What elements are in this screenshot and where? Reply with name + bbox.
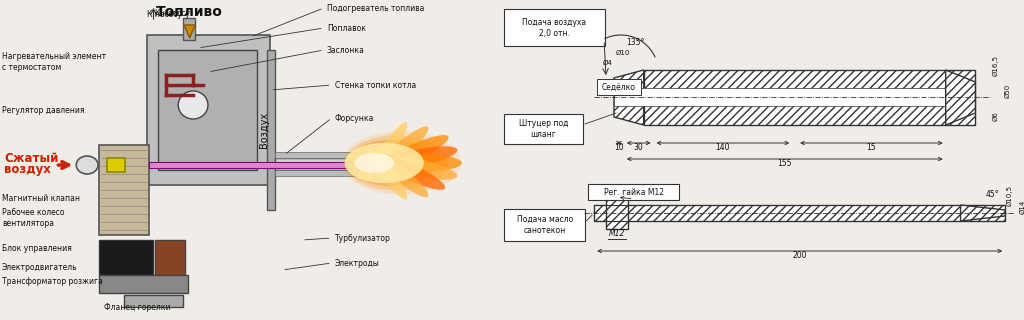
FancyBboxPatch shape bbox=[504, 114, 584, 144]
Text: Ø10: Ø10 bbox=[616, 50, 631, 56]
Text: Рег. гайка М12: Рег. гайка М12 bbox=[604, 188, 664, 196]
Text: Ø14: Ø14 bbox=[1020, 200, 1024, 214]
Text: 135°: 135° bbox=[626, 38, 644, 47]
Text: Подогреватель топлива: Подогреватель топлива bbox=[327, 4, 424, 12]
Text: Форсунка: Форсунка bbox=[335, 114, 374, 123]
Ellipse shape bbox=[76, 156, 98, 174]
Polygon shape bbox=[614, 70, 644, 125]
Ellipse shape bbox=[342, 131, 461, 195]
Text: Магнитный клапан: Магнитный клапан bbox=[2, 194, 80, 203]
Bar bbox=[606, 197, 628, 229]
Text: Ø16,5: Ø16,5 bbox=[992, 55, 998, 76]
Text: Рабочее колесо
вентилятора: Рабочее колесо вентилятора bbox=[2, 208, 65, 228]
Text: Ø10,5: Ø10,5 bbox=[1007, 185, 1013, 206]
Text: Ø50: Ø50 bbox=[1005, 84, 1010, 98]
Text: Регулятор давления: Регулятор давления bbox=[2, 106, 85, 115]
Text: Подача воздуха
2,0 отн.: Подача воздуха 2,0 отн. bbox=[522, 18, 587, 38]
Polygon shape bbox=[946, 70, 976, 125]
Bar bbox=[267, 50, 275, 210]
Text: Турбулизатор: Турбулизатор bbox=[335, 234, 390, 243]
Text: Топливо: Топливо bbox=[156, 5, 222, 19]
FancyBboxPatch shape bbox=[588, 184, 679, 200]
Text: 140: 140 bbox=[716, 143, 730, 152]
Text: Подача масло
санотекон: Подача масло санотекон bbox=[516, 215, 572, 235]
Text: Нагревательный элемент
с термостатом: Нагревательный элемент с термостатом bbox=[2, 52, 106, 72]
Text: Фланец горелки: Фланец горелки bbox=[104, 303, 170, 313]
FancyBboxPatch shape bbox=[504, 209, 586, 241]
Text: К насосу: К насосу bbox=[156, 9, 190, 18]
Ellipse shape bbox=[368, 149, 408, 200]
Text: 10: 10 bbox=[614, 143, 624, 152]
Text: Седёлко: Седёлко bbox=[602, 83, 636, 92]
FancyBboxPatch shape bbox=[504, 9, 605, 46]
Text: Заслонка: Заслонка bbox=[327, 45, 365, 54]
Text: Штуцер под
шланг: Штуцер под шланг bbox=[519, 119, 568, 139]
Text: Трансформатор розжига: Трансформатор розжига bbox=[2, 277, 102, 286]
Text: Электродвигатель: Электродвигатель bbox=[2, 263, 78, 273]
Text: Блок управления: Блок управления bbox=[2, 244, 72, 252]
Bar bbox=[156, 240, 185, 290]
Ellipse shape bbox=[351, 144, 422, 182]
Ellipse shape bbox=[348, 140, 435, 186]
Ellipse shape bbox=[370, 150, 428, 197]
Bar bbox=[159, 50, 257, 170]
Text: Сжатый: Сжатый bbox=[4, 151, 58, 164]
Ellipse shape bbox=[178, 91, 208, 119]
Text: 30: 30 bbox=[634, 143, 644, 152]
Ellipse shape bbox=[370, 126, 429, 177]
Ellipse shape bbox=[345, 135, 449, 191]
Text: Ø4: Ø4 bbox=[603, 60, 612, 66]
Ellipse shape bbox=[373, 154, 462, 172]
Text: Стенка топки котла: Стенка топки котла bbox=[335, 81, 416, 90]
Ellipse shape bbox=[372, 146, 458, 172]
Bar bbox=[275, 170, 365, 176]
Bar bbox=[275, 158, 365, 170]
Text: Поплавок: Поплавок bbox=[327, 23, 366, 33]
FancyBboxPatch shape bbox=[597, 79, 641, 95]
Bar bbox=[124, 295, 183, 307]
Ellipse shape bbox=[371, 152, 445, 190]
Text: 200: 200 bbox=[793, 251, 807, 260]
Ellipse shape bbox=[345, 143, 424, 183]
Bar bbox=[106, 158, 125, 172]
Text: К насосу: К насосу bbox=[146, 10, 181, 19]
Text: Электроды: Электроды bbox=[335, 259, 380, 268]
Bar bbox=[275, 152, 365, 158]
Polygon shape bbox=[961, 205, 1006, 221]
Text: Ø6: Ø6 bbox=[992, 111, 998, 121]
Text: 45°: 45° bbox=[985, 190, 999, 199]
Bar bbox=[594, 205, 1006, 221]
Text: 15: 15 bbox=[866, 143, 877, 152]
Text: воздух: воздух bbox=[4, 163, 51, 175]
Bar bbox=[99, 145, 148, 235]
Bar bbox=[614, 88, 976, 106]
Text: M12: M12 bbox=[608, 229, 625, 238]
Ellipse shape bbox=[368, 122, 408, 179]
Ellipse shape bbox=[372, 135, 449, 174]
Text: Воздух: Воздух bbox=[259, 112, 269, 148]
Bar bbox=[99, 275, 188, 293]
Bar bbox=[644, 70, 976, 125]
Bar bbox=[99, 240, 154, 275]
Bar bbox=[146, 35, 270, 185]
Ellipse shape bbox=[354, 153, 394, 173]
Text: 155: 155 bbox=[777, 159, 792, 168]
Bar bbox=[148, 162, 365, 168]
Bar bbox=[183, 18, 196, 40]
Ellipse shape bbox=[372, 155, 458, 180]
Polygon shape bbox=[184, 25, 196, 38]
